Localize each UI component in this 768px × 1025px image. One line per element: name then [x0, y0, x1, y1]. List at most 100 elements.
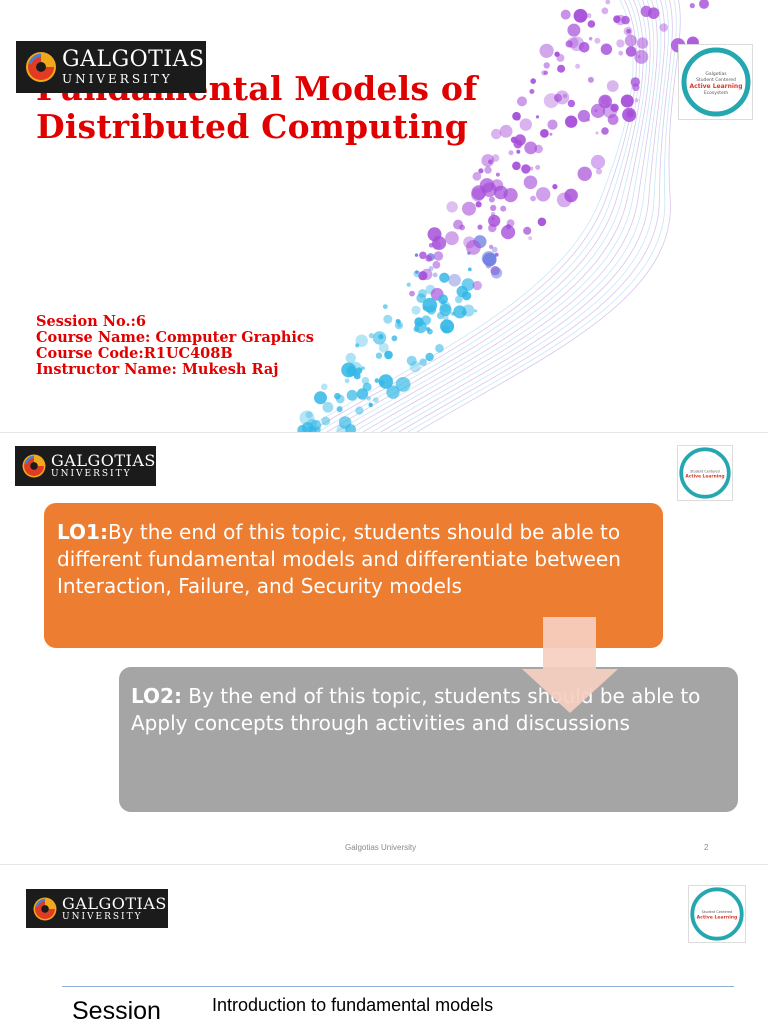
decorative-dot: [564, 188, 578, 203]
decorative-dot: [616, 39, 625, 48]
decorative-dot: [453, 305, 467, 319]
decorative-dot: [516, 116, 521, 121]
decorative-dot: [541, 70, 547, 76]
decorative-dot: [378, 374, 393, 389]
decorative-dot: [375, 352, 383, 359]
decorative-dot: [335, 394, 345, 404]
logo-line-2: UNIVERSITY: [51, 469, 132, 479]
decorative-dot: [491, 246, 498, 253]
decorative-dot: [440, 319, 455, 334]
decorative-dot: [516, 149, 521, 154]
decorative-dot: [530, 78, 536, 84]
decorative-dot: [625, 46, 637, 57]
decorative-dot: [346, 365, 357, 377]
decorative-dot: [440, 299, 446, 304]
galgotias-swirl-icon: [22, 454, 46, 478]
decorative-dot: [355, 334, 368, 347]
decorative-dot: [601, 127, 609, 135]
gscale-badge-icon: G-SCALE Student Centered Active Learning: [690, 887, 744, 941]
decorative-dot: [626, 109, 635, 118]
decorative-dot: [495, 172, 500, 177]
decorative-dot: [523, 175, 538, 190]
decorative-dot: [384, 350, 393, 360]
decorative-dot: [488, 214, 501, 227]
decorative-dot: [425, 352, 434, 362]
decorative-dot: [562, 93, 568, 99]
decorative-dot: [314, 391, 327, 405]
decorative-dot: [528, 236, 532, 241]
decorative-dot: [425, 255, 433, 262]
decorative-dot: [373, 397, 379, 403]
decorative-dot: [356, 388, 369, 400]
decorative-dot: [383, 314, 393, 324]
decorative-dot: [543, 70, 548, 76]
decorative-dot: [406, 282, 411, 287]
decorative-dot: [490, 204, 497, 212]
decorative-dot: [462, 201, 476, 216]
decorative-dot: [529, 89, 535, 94]
decorative-dot: [601, 7, 609, 15]
decorative-dot: [355, 343, 360, 348]
decorative-dot: [345, 352, 356, 364]
decorative-dot: [414, 253, 419, 257]
decorative-dot: [305, 411, 313, 419]
decorative-dot: [345, 424, 356, 432]
decorative-dot: [467, 267, 472, 272]
decorative-dot: [386, 385, 400, 399]
decorative-dot: [557, 64, 566, 73]
decorative-dot: [689, 3, 695, 9]
course-info: Session No.:6 Course Name: Computer Grap…: [36, 314, 314, 378]
decorative-dot: [514, 134, 526, 146]
decorative-dot: [406, 355, 417, 366]
decorative-dot: [556, 192, 572, 208]
badge-line-2: Student Centered: [696, 77, 736, 83]
decorative-dot: [471, 185, 487, 201]
divider-line: [62, 986, 734, 987]
decorative-dot: [432, 236, 447, 251]
decorative-dot: [411, 305, 421, 315]
decorative-dot: [553, 93, 563, 102]
decorative-dot: [435, 344, 444, 353]
logo-line-1: GALGOTIAS: [62, 47, 205, 72]
session-number: Session No.:6: [36, 313, 146, 330]
swirl-curve: [362, 0, 658, 432]
gscale-badge: G-SCALE Student Centered Active Learning: [688, 885, 746, 943]
badge-line-3: Active Learning: [689, 83, 742, 90]
decorative-dot: [475, 201, 482, 208]
swirl-curve: [389, 0, 669, 432]
decorative-dot: [439, 272, 450, 283]
galgotias-logo: GALGOTIAS UNIVERSITY: [16, 41, 206, 93]
decorative-dot: [595, 131, 599, 135]
decorative-dot: [448, 273, 461, 287]
decorative-dot: [565, 115, 578, 128]
decorative-dot: [578, 42, 590, 53]
decorative-dot: [419, 358, 427, 367]
decorative-dot: [395, 377, 411, 392]
decorative-dot: [505, 224, 511, 230]
slide-learning-outcomes: GALGOTIAS UNIVERSITY G-SCALE Student Cen…: [0, 432, 768, 865]
decorative-dot: [355, 367, 363, 374]
decorative-dot: [573, 8, 588, 23]
decorative-dot: [490, 212, 496, 217]
slide-title: Fundamental Models of Distributed Comput…: [0, 0, 768, 432]
swirl-curve: [398, 0, 673, 432]
decorative-dot: [482, 252, 497, 267]
decorative-dot: [499, 124, 513, 138]
decorative-dot: [443, 314, 449, 321]
swirl-curve: [380, 0, 666, 432]
decorative-dot: [500, 205, 507, 212]
decorative-dot: [413, 270, 421, 278]
decorative-dot: [567, 23, 581, 37]
badge-line-3: Active Learning: [685, 473, 724, 479]
decorative-dot: [621, 15, 630, 25]
decorative-dot: [368, 402, 373, 408]
decorative-dot: [552, 184, 558, 190]
decorative-dot: [626, 28, 631, 34]
lo1-text: By the end of this topic, students shoul…: [57, 520, 621, 598]
decorative-dot: [494, 252, 499, 257]
galgotias-logo: GALGOTIAS UNIVERSITY: [26, 889, 168, 928]
decorative-dot: [524, 141, 538, 155]
decorative-dot: [519, 118, 532, 131]
decorative-dot: [535, 164, 541, 170]
swirl-curve: [317, 0, 641, 432]
